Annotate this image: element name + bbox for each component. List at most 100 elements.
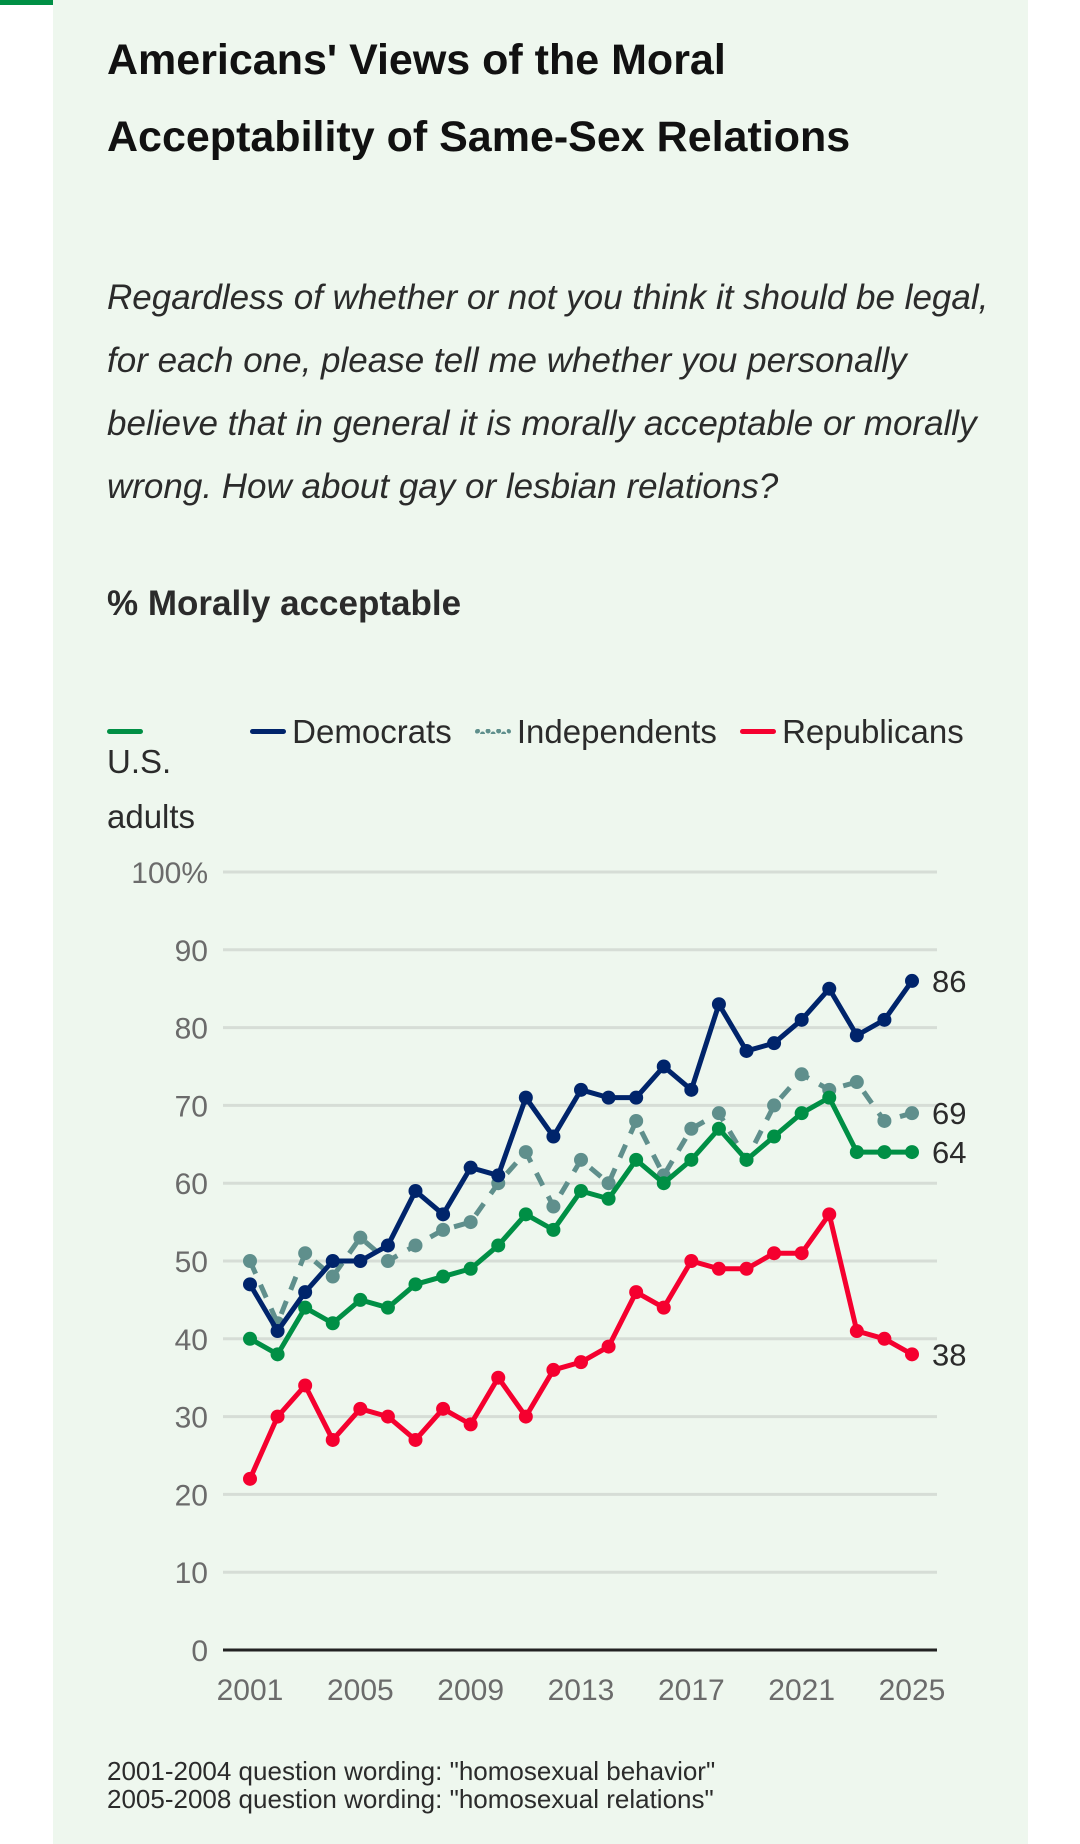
data-point — [849, 1075, 864, 1090]
data-point — [684, 1254, 699, 1268]
data-point — [601, 1191, 616, 1206]
data-point — [408, 1183, 423, 1198]
y-tick-label: 90 — [175, 935, 208, 968]
data-point — [711, 1121, 726, 1136]
data-point — [463, 1261, 478, 1276]
data-point — [408, 1238, 423, 1253]
data-point — [739, 1152, 754, 1167]
data-point — [270, 1409, 285, 1424]
data-point — [656, 1176, 671, 1191]
measure-label: % Morally acceptable — [107, 584, 462, 623]
data-point — [491, 1168, 506, 1183]
data-point — [243, 1277, 257, 1292]
data-point — [794, 1067, 809, 1082]
data-point — [353, 1292, 368, 1307]
y-tick-label: 70 — [175, 1090, 208, 1123]
data-point — [629, 1285, 644, 1300]
legend-swatch — [474, 729, 511, 734]
end-value-label: 69 — [932, 1096, 966, 1131]
data-point — [270, 1347, 285, 1362]
legend-label: Democrats — [292, 713, 452, 750]
data-point — [905, 1106, 919, 1121]
data-point — [518, 1409, 533, 1424]
chart-title: Americans' Views of the Moral Acceptabil… — [107, 36, 851, 161]
legend-label: U.S. adults — [107, 743, 196, 835]
data-point — [656, 1300, 671, 1315]
data-point — [711, 1106, 726, 1121]
data-point — [298, 1300, 313, 1315]
legend-us-adults: U.S. adults — [107, 729, 227, 844]
x-tick-label: 2013 — [548, 1674, 615, 1707]
data-point — [739, 1043, 754, 1058]
data-point — [684, 1082, 699, 1097]
data-point — [298, 1285, 313, 1300]
data-point — [325, 1432, 340, 1447]
data-point — [380, 1254, 395, 1268]
data-point — [794, 1246, 809, 1261]
series-line-republicans — [247, 1211, 914, 1480]
data-point — [767, 1246, 782, 1261]
x-tick-label: 2005 — [327, 1674, 394, 1707]
legend-swatch — [107, 729, 143, 734]
legend-independents: Independents — [474, 704, 717, 759]
legend-label: Republicans — [782, 713, 964, 750]
data-point — [436, 1222, 451, 1237]
data-point — [684, 1152, 699, 1167]
data-point — [325, 1254, 340, 1268]
data-point — [767, 1129, 782, 1144]
series-line-independents — [247, 1071, 913, 1326]
y-tick-label: 60 — [175, 1168, 208, 1201]
data-point — [905, 1347, 919, 1362]
data-point — [518, 1090, 533, 1105]
data-point — [905, 973, 919, 988]
data-point — [353, 1401, 368, 1416]
data-point — [601, 1090, 616, 1105]
data-point — [436, 1207, 451, 1222]
data-point — [463, 1160, 478, 1175]
data-point — [629, 1113, 644, 1128]
y-tick-label: 10 — [175, 1557, 208, 1590]
legend-swatch — [250, 729, 287, 734]
data-point — [243, 1254, 257, 1268]
y-tick-label: 30 — [175, 1402, 208, 1435]
data-point — [601, 1339, 616, 1354]
legend-republicans: Republicans — [740, 704, 964, 759]
y-tick-label: 0 — [191, 1635, 208, 1668]
data-point — [436, 1269, 451, 1284]
data-point — [463, 1417, 478, 1432]
data-point — [518, 1207, 533, 1222]
data-point — [849, 1145, 864, 1160]
legend-label: Independents — [516, 713, 717, 750]
data-point — [243, 1471, 257, 1486]
data-point — [656, 1059, 671, 1074]
data-point — [849, 1324, 864, 1339]
data-point — [546, 1129, 561, 1144]
x-tick-label: 2025 — [879, 1674, 946, 1707]
chart-panel: Americans' Views of the Moral Acceptabil… — [53, 0, 1028, 1844]
data-point — [684, 1121, 699, 1136]
data-point — [353, 1230, 368, 1245]
data-point — [325, 1269, 340, 1284]
x-tick-label: 2009 — [437, 1674, 504, 1707]
y-tick-label: 50 — [175, 1246, 208, 1279]
data-point — [794, 1106, 809, 1121]
data-point — [574, 1355, 588, 1370]
y-tick-label: 40 — [175, 1324, 208, 1357]
data-point — [463, 1215, 478, 1230]
data-point — [325, 1316, 340, 1331]
data-point — [905, 1145, 919, 1160]
data-point — [518, 1145, 533, 1160]
data-point — [546, 1222, 561, 1237]
data-point — [629, 1152, 644, 1167]
y-tick-label: 20 — [175, 1479, 208, 1512]
survey-question: Regardless of whether or not you think i… — [107, 278, 989, 506]
data-point — [298, 1378, 313, 1393]
data-point — [574, 1183, 588, 1198]
data-point — [877, 1331, 892, 1346]
data-point — [877, 1145, 892, 1160]
data-point — [794, 1012, 809, 1027]
data-point — [711, 997, 726, 1012]
data-point — [767, 1036, 782, 1051]
data-point — [822, 1207, 837, 1222]
data-point — [822, 981, 837, 996]
